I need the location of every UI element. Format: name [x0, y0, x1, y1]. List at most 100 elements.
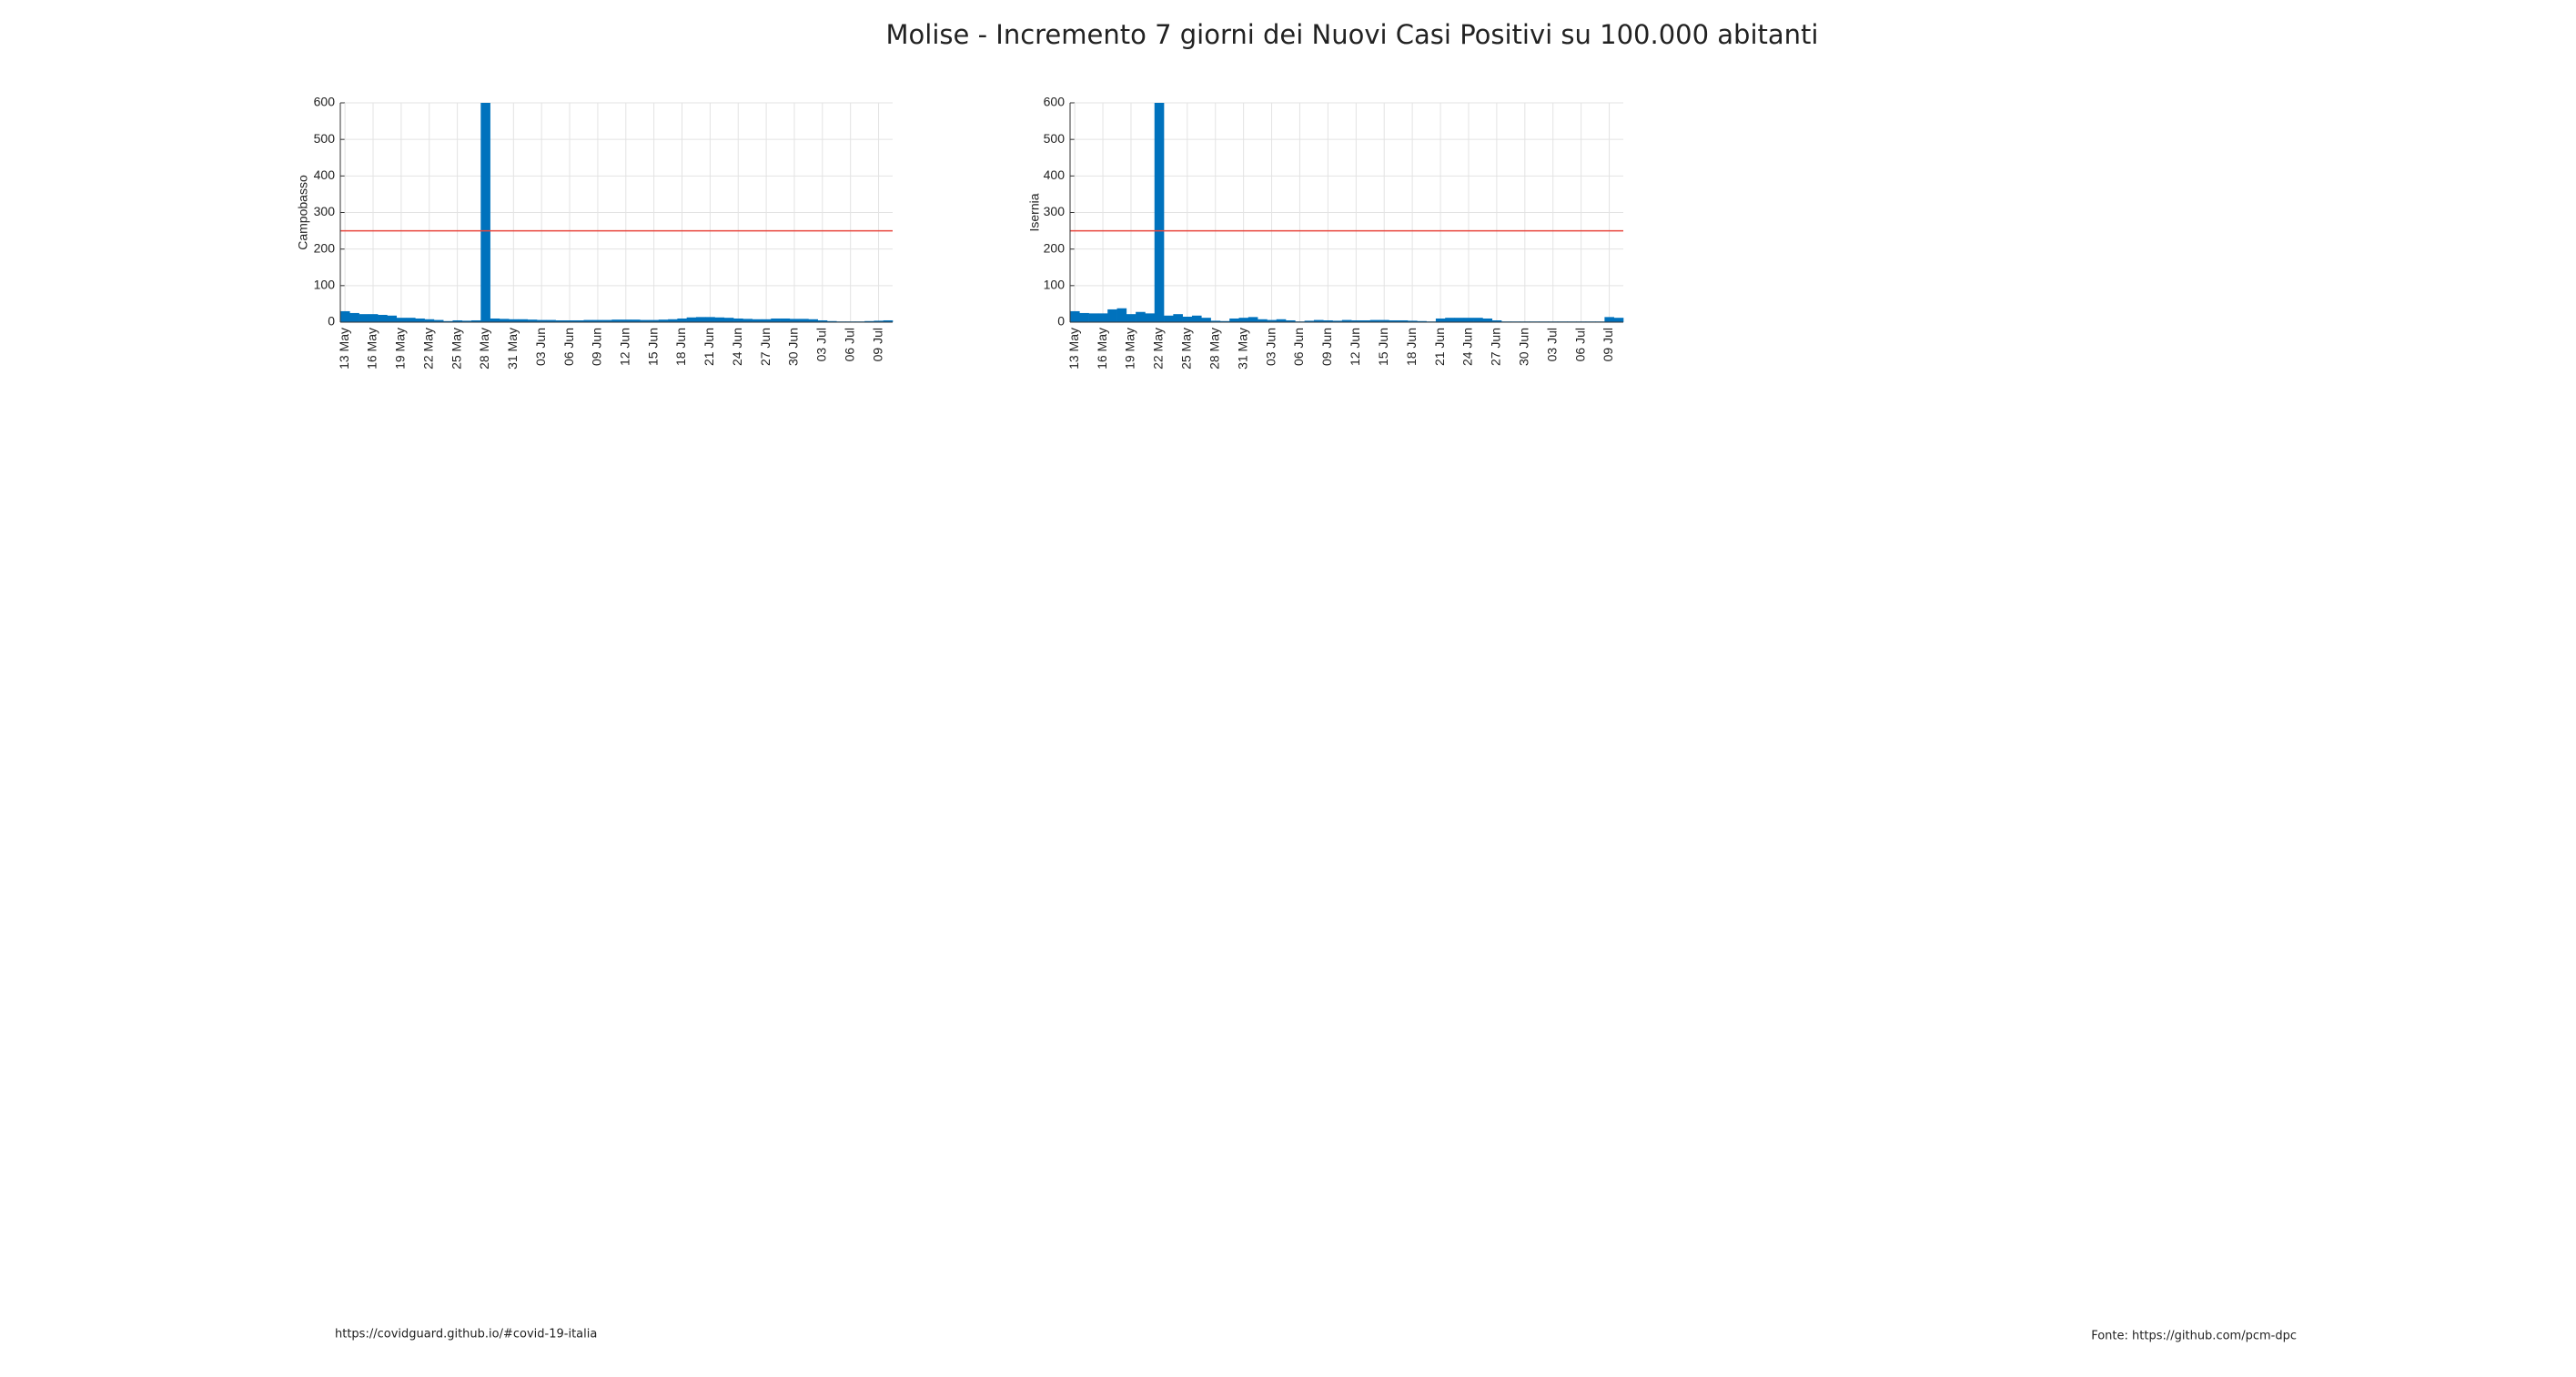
bar	[1201, 318, 1211, 322]
bar	[771, 318, 781, 322]
bar	[602, 319, 612, 322]
y-tick-label: 500	[1044, 131, 1066, 146]
chart: 0 100 200 300 400 500 600 13 May 16 May 19 May 22 …	[296, 95, 894, 370]
footer-left: https://covidguard.github.io/#covid-19-i…	[335, 1328, 597, 1342]
y-tick-label: 200	[314, 240, 336, 255]
bar	[396, 318, 407, 322]
bar	[649, 319, 660, 322]
bar	[1323, 319, 1333, 322]
y-tick-label: 600	[314, 95, 336, 109]
bar	[668, 319, 678, 322]
bar	[378, 314, 388, 322]
bar	[752, 319, 763, 322]
x-tick-label: 13 May	[1066, 328, 1081, 370]
x-tick-label: 16 May	[1095, 328, 1109, 370]
bar	[1182, 316, 1193, 322]
bar	[695, 317, 706, 322]
x-tick-label: 27 Jun	[1489, 328, 1503, 366]
bar	[705, 317, 715, 322]
bar	[574, 319, 584, 322]
y-axis-label: Campobasso	[296, 175, 310, 250]
bar	[1398, 319, 1409, 322]
x-tick-label: 09 Jun	[590, 328, 604, 366]
bar	[1304, 320, 1315, 322]
bar	[499, 319, 510, 322]
bar	[826, 320, 837, 322]
bar	[490, 318, 500, 322]
bar	[443, 320, 453, 322]
bar	[1116, 308, 1127, 322]
bar	[592, 319, 603, 322]
bar	[883, 319, 894, 322]
bar	[349, 312, 359, 322]
x-tick-label: 03 Jun	[1263, 328, 1278, 366]
x-tick-label: 31 May	[505, 328, 520, 370]
bar	[433, 319, 444, 322]
y-tick-label: 500	[314, 131, 336, 146]
bar	[611, 319, 621, 322]
bar	[1154, 103, 1165, 322]
x-tick-label: 21 Jun	[702, 328, 716, 366]
x-tick-label: 09 Jul	[870, 328, 884, 361]
bar	[864, 320, 874, 322]
y-tick-label: 100	[1044, 278, 1066, 292]
x-tick-label: 27 Jun	[758, 328, 773, 366]
bar	[1229, 318, 1239, 322]
x-tick-label: 03 Jul	[814, 328, 829, 361]
x-tick-label: 09 Jul	[1601, 328, 1615, 361]
bar	[1070, 310, 1080, 322]
bar	[723, 318, 734, 322]
y-axis-label: Isernia	[1027, 193, 1042, 231]
bar	[658, 319, 669, 322]
bar	[761, 319, 772, 322]
x-tick-label: 06 Jul	[842, 328, 856, 361]
chart: 0 100 200 300 400 500 600 13 May 16 May 19 May 22 …	[1027, 95, 1624, 370]
x-tick-label: 06 Jun	[1291, 328, 1306, 366]
bar	[1482, 318, 1493, 322]
bar	[733, 318, 743, 322]
x-tick-label: 06 Jun	[561, 328, 576, 366]
bar	[630, 319, 641, 322]
bar	[621, 319, 631, 322]
y-tick-label: 100	[314, 278, 336, 292]
bar	[1369, 319, 1380, 322]
bar	[564, 319, 575, 322]
bar	[1454, 318, 1465, 322]
x-tick-label: 22 May	[1151, 328, 1166, 370]
x-tick-label: 28 May	[477, 328, 491, 370]
bar	[1341, 319, 1352, 322]
bar	[555, 319, 566, 322]
x-tick-label: 13 May	[337, 328, 351, 370]
bar	[1313, 319, 1324, 322]
bar	[1389, 319, 1399, 322]
bar	[1604, 317, 1614, 322]
bar	[424, 319, 435, 322]
bar	[1136, 311, 1146, 322]
x-tick-label: 16 May	[365, 328, 379, 370]
bar	[1286, 319, 1296, 322]
x-tick-label: 15 Jun	[1376, 328, 1390, 366]
bar	[509, 319, 519, 322]
x-tick-label: 03 Jul	[1544, 328, 1559, 361]
x-tick-label: 12 Jun	[1348, 328, 1362, 366]
x-tick-label: 12 Jun	[617, 328, 631, 366]
bar	[1107, 309, 1117, 322]
y-tick-label: 200	[1044, 240, 1066, 255]
bar	[1407, 320, 1418, 322]
bar	[1079, 312, 1089, 322]
bar	[640, 319, 650, 322]
bar	[452, 319, 463, 322]
y-tick-label: 400	[1044, 167, 1066, 182]
bar	[677, 318, 687, 322]
x-tick-label: 19 May	[393, 328, 408, 370]
x-tick-label: 21 Jun	[1432, 328, 1447, 366]
bar	[1491, 319, 1502, 322]
bar	[1613, 318, 1624, 322]
bar	[1417, 320, 1427, 322]
y-tick-label: 400	[314, 167, 336, 182]
bar	[527, 319, 538, 322]
x-tick-label: 09 Jun	[1319, 328, 1334, 366]
x-tick-label: 24 Jun	[1460, 328, 1475, 366]
bar	[537, 319, 547, 322]
